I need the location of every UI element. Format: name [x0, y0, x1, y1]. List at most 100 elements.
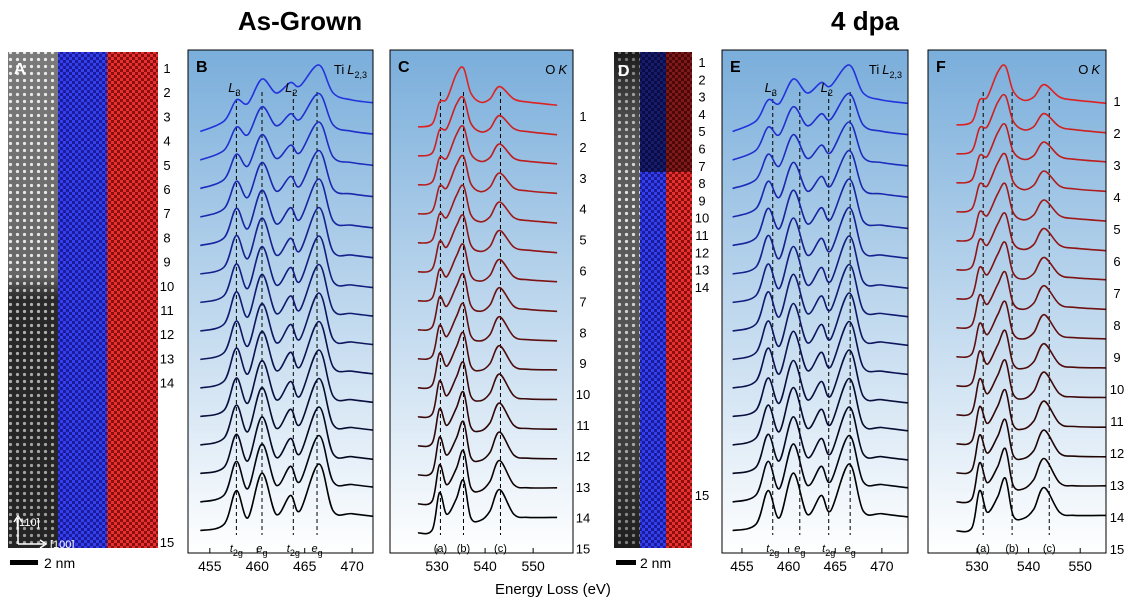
x-tick-label: 540: [1017, 558, 1041, 574]
spectrum-line: [417, 95, 558, 157]
annotation-italic: L: [765, 80, 772, 95]
spectrum-line: [200, 235, 373, 304]
x-tick-label: 470: [870, 558, 894, 574]
row-label: 14: [695, 280, 709, 295]
annotation: L2: [821, 80, 833, 98]
row-label: 11: [1110, 414, 1124, 429]
row-label: 5: [163, 158, 170, 173]
row-label: 10: [695, 211, 709, 226]
spectrum-line: [417, 272, 558, 332]
x-tick-label: 550: [1069, 558, 1093, 574]
spectrum-line: [200, 263, 373, 332]
title: 4 dpa: [831, 6, 899, 36]
row-label: 1: [1113, 94, 1120, 109]
annotation-italic: e: [256, 543, 262, 555]
x-tick-label: 455: [730, 558, 754, 574]
spectrum-line: [956, 182, 1106, 242]
scale-bar-label: 2 nm: [640, 555, 671, 571]
row-label: 15: [695, 488, 709, 503]
spectrum-line: [732, 463, 908, 532]
row-label: 8: [698, 176, 705, 191]
title: As-Grown: [238, 6, 362, 36]
row-label: 10: [1110, 382, 1124, 397]
axis-label: [110]: [16, 517, 40, 529]
row-label: 11: [695, 228, 709, 243]
row-label: 3: [1113, 158, 1120, 173]
spectrum-line: [417, 449, 558, 506]
row-label: 9: [579, 356, 586, 371]
row-label: 11: [576, 418, 590, 433]
row-label: 2: [1113, 126, 1120, 141]
row-label: 1: [579, 109, 586, 124]
spectrum-line: [732, 178, 908, 247]
row-label: 1: [698, 55, 705, 70]
spectrum-line: [417, 125, 558, 186]
x-tick-label: 540: [473, 558, 497, 574]
spectrum-line: [732, 263, 908, 332]
row-label: 9: [698, 193, 705, 208]
x-tick-label: 460: [777, 558, 801, 574]
spectrum-line: [200, 92, 373, 161]
spectrum-line: [956, 477, 1106, 533]
row-label: 5: [1113, 222, 1120, 237]
annotation-italic: t: [766, 543, 770, 555]
panel-frame: [389, 49, 574, 554]
spectrum-line: [956, 359, 1106, 417]
row-label: 7: [698, 159, 705, 174]
spectrum-line: [956, 64, 1106, 126]
spectrum-line: [417, 302, 558, 361]
x-tick-label: 530: [965, 558, 989, 574]
plot-area: [417, 66, 558, 535]
spectrum-line: [956, 212, 1106, 271]
row-label: 15: [160, 535, 174, 550]
row-label: 3: [163, 109, 170, 124]
spectrum-line: [417, 420, 558, 477]
spectrum-line: [200, 121, 373, 190]
panel-letter: E: [730, 59, 741, 76]
spectrum-line: [417, 154, 558, 215]
row-label: 3: [579, 171, 586, 186]
x-tick-label: 465: [824, 558, 848, 574]
spectrum-line: [732, 235, 908, 304]
spectrum-line: [732, 64, 908, 133]
annotation-text: O: [545, 62, 555, 77]
spectrum-line: [732, 349, 908, 418]
row-label: 5: [579, 233, 586, 248]
annotation: (c): [494, 543, 507, 555]
plot-area: [732, 64, 908, 535]
panel-background: [188, 50, 373, 553]
annotation-sub: 2,3: [889, 70, 902, 80]
annotation-sub: 2,3: [354, 70, 367, 80]
spectrum-line: [956, 152, 1106, 213]
annotation-italic: L: [821, 80, 828, 95]
annotation-text: Ti: [334, 62, 344, 77]
spectrum-line: [732, 149, 908, 218]
row-label: 6: [1113, 254, 1120, 269]
spectrum-line: [732, 406, 908, 475]
annotation: L3: [228, 80, 240, 98]
spectrum-line: [956, 418, 1106, 475]
annotation-text: (b): [1005, 543, 1018, 555]
row-label: 14: [1110, 510, 1124, 525]
annotation-italic: L: [285, 80, 292, 95]
annotation: Ti L2,3: [869, 62, 902, 80]
row-label: 13: [1110, 478, 1124, 493]
annotation-italic: e: [311, 543, 317, 555]
spectrum-line: [200, 320, 373, 389]
row-label: 4: [698, 107, 705, 122]
spectrum-line: [200, 349, 373, 418]
annotation-text: Ti: [869, 62, 879, 77]
spectrum-line: [200, 178, 373, 247]
spectrum-line: [417, 361, 558, 419]
spectrum-line: [956, 93, 1106, 155]
annotation-italic: e: [845, 543, 851, 555]
row-label: 13: [160, 351, 174, 366]
spectrum-line: [956, 447, 1106, 504]
panel-frame: [721, 49, 909, 554]
row-label: 4: [163, 134, 170, 149]
plot-area: [956, 64, 1106, 535]
annotation-italic: K: [558, 62, 568, 77]
spectrum-line: [956, 270, 1106, 330]
spectrum-line: [956, 329, 1106, 388]
